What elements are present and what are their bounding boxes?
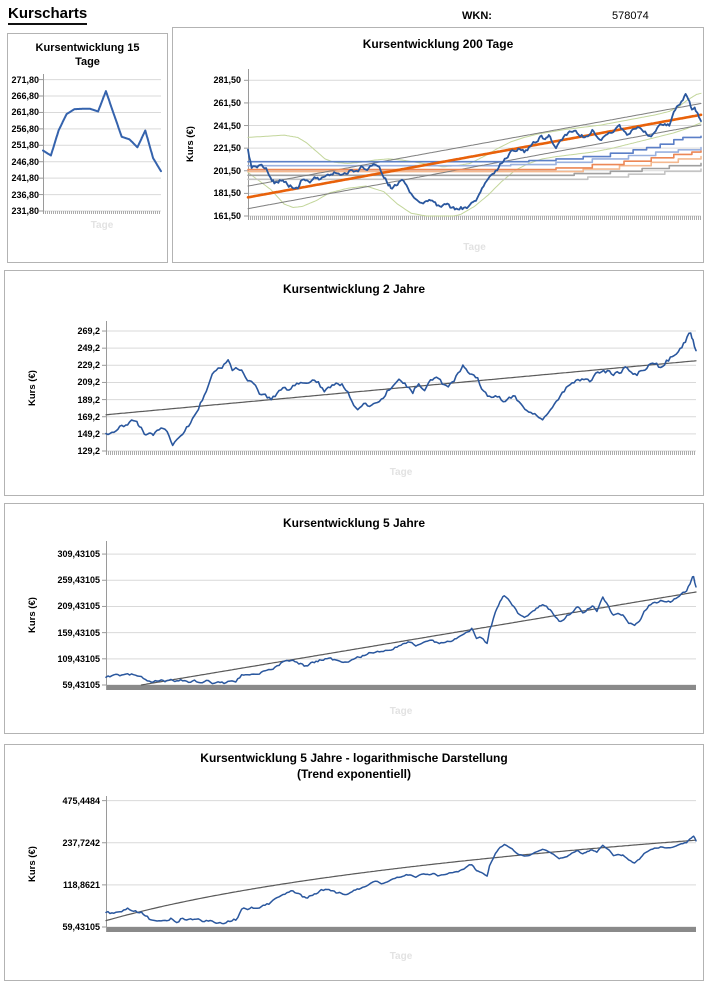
y-tick-label: 475,4484	[62, 795, 100, 806]
y-axis-tick-labels: 281,50 261,50 241,50 221,50 201,50 181,50 161,…	[197, 69, 243, 221]
y-axis-title: Kurs (€)	[27, 370, 38, 406]
y-tick-label: 201,50	[213, 165, 241, 176]
y-tick-label: 189,2	[77, 394, 100, 405]
y-tick-label: 237,7242	[62, 837, 100, 848]
y-tick-label: 236,80	[11, 189, 39, 200]
y-tick-label: 129,2	[77, 446, 100, 456]
chart-subtitle: (Trend exponentiell)	[296, 767, 411, 781]
chart-plot-200-tage	[244, 69, 703, 220]
y-tick-label: 149,2	[77, 428, 100, 439]
y-tick-label: 251,80	[11, 140, 39, 151]
y-tick-label: 229,2	[77, 360, 100, 371]
chart-plot-2-jahre	[102, 321, 697, 455]
y-tick-label: 181,50	[213, 188, 241, 199]
wkn-value: 578074	[612, 10, 649, 22]
chart-plot-5-jahre	[102, 541, 697, 690]
y-tick-label: 309,43105	[57, 549, 100, 560]
y-tick-label: 59,43105	[62, 680, 100, 690]
chart-title: Kursentwicklung 200 Tage	[362, 37, 514, 51]
x-axis-title-watermark: Tage	[389, 951, 413, 962]
y-tick-label: 118,8621	[62, 879, 100, 890]
y-tick-label: 269,2	[77, 326, 100, 337]
panel-kursentwicklung-200-tage: Kursentwicklung 200 Tage Kurs (€) 281,50…	[172, 27, 704, 263]
y-axis-tick-labels: 271,80 266,80 261,80 256,80 251,80 246,80 241,…	[8, 74, 41, 216]
y-tick-label: 59,43105	[62, 922, 100, 932]
y-tick-label: 209,43105	[57, 601, 100, 612]
y-axis-tick-labels: 269,2 249,2 229,2 209,2 189,2 169,2 149,2 129,2	[45, 321, 102, 456]
y-tick-label: 266,80	[11, 91, 39, 101]
chart-title: Kursentwicklung 2 Jahre	[282, 282, 426, 296]
y-tick-label: 246,80	[11, 156, 39, 167]
y-tick-label: 281,50	[213, 75, 241, 86]
chart-title: Kursentwicklung 15 Tage	[35, 42, 140, 68]
y-tick-label: 161,50	[213, 211, 241, 221]
panel-kursentwicklung-15-tage: Kursentwicklung 15 Tage 271,80 266,80 261,…	[7, 33, 168, 263]
x-axis-title-watermark: Tage	[90, 220, 114, 231]
y-tick-label: 256,80	[11, 123, 39, 134]
y-tick-label: 159,43105	[57, 627, 100, 638]
x-axis-title-watermark: Tage	[389, 706, 413, 717]
chart-plot-15-tage	[39, 74, 162, 214]
wkn-label: WKN:	[462, 10, 492, 22]
panel-kursentwicklung-5-jahre-log: Kursentwicklung 5 Jahre - logarithmische…	[4, 744, 704, 981]
y-tick-label: 249,2	[77, 343, 100, 354]
y-tick-label: 169,2	[77, 411, 100, 422]
y-tick-label: 231,80	[11, 206, 39, 216]
panel-kursentwicklung-2-jahre: Kursentwicklung 2 Jahre Kurs (€) 269,2 24…	[4, 270, 704, 496]
y-tick-label: 271,80	[11, 74, 39, 85]
y-tick-label: 109,43105	[57, 653, 100, 664]
y-tick-label: 261,50	[213, 97, 241, 108]
x-axis-title-watermark: Tage	[389, 467, 413, 478]
y-axis-tick-labels: 475,4484 237,7242 118,8621 59,43105	[35, 795, 102, 932]
page-title: Kurscharts	[8, 5, 88, 25]
y-axis-title: Kurs (€)	[185, 126, 196, 163]
y-axis-tick-labels: 309,43105 259,43105 209,43105 159,43105 109,…	[35, 541, 102, 690]
chart-plot-5-jahre-log	[102, 796, 697, 932]
panel-kursentwicklung-5-jahre: Kursentwicklung 5 Jahre Kurs (€) 309,431…	[4, 503, 704, 734]
y-tick-label: 259,43105	[57, 575, 100, 586]
chart-title: Kursentwicklung 5 Jahre - logarithmische…	[200, 751, 508, 765]
y-tick-label: 241,80	[11, 173, 39, 184]
y-tick-label: 241,50	[213, 120, 241, 131]
y-tick-label: 209,2	[77, 377, 100, 388]
y-tick-label: 221,50	[213, 143, 241, 154]
x-axis-title-watermark: Tage	[463, 242, 486, 253]
y-tick-label: 261,80	[11, 107, 39, 118]
chart-title: Kursentwicklung 5 Jahre	[282, 516, 426, 530]
